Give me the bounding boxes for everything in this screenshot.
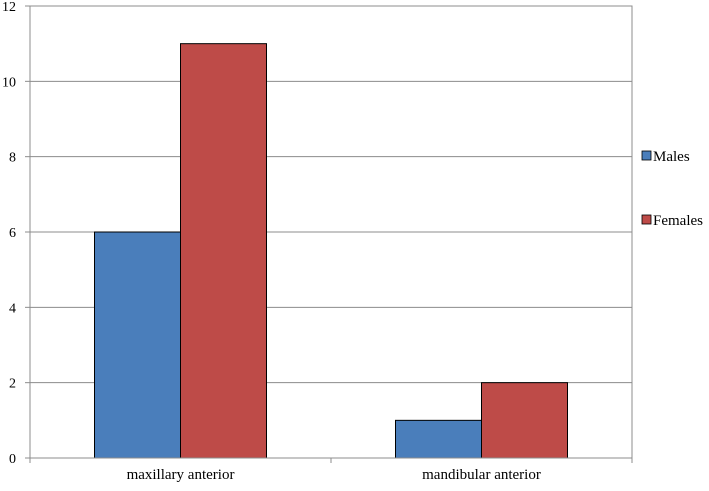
legend: Males Females [641,149,703,229]
y-tick-label: 0 [9,452,16,467]
bar-females-1 [481,382,568,459]
y-tick-label: 12 [2,0,16,15]
x-tick-label: mandibular anterior [422,467,541,483]
y-tick-label: 6 [9,226,16,241]
y-tick-label: 10 [2,75,16,90]
legend-swatch-females [641,214,652,225]
legend-label-females: Females [653,213,703,229]
y-tick-label: 2 [9,377,16,392]
bar-females-0 [180,43,267,459]
x-tick-label: maxillary anterior [127,467,235,483]
y-tick-label: 4 [9,301,16,316]
bar-males-1 [395,419,482,459]
x-axis-labels: maxillary anterior mandibular anterior [29,458,633,483]
legend-label-males: Males [653,149,690,165]
bar-males-0 [94,231,181,459]
y-axis-ticks: 0 2 4 6 8 10 12 [2,0,30,467]
legend-swatch-males [641,150,652,161]
y-tick-label: 8 [9,151,16,166]
bars [94,43,568,459]
